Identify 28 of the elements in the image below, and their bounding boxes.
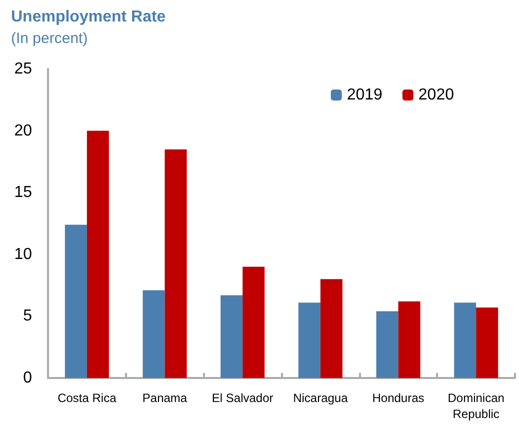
x-tick-label: Panama — [142, 391, 188, 405]
bar — [454, 302, 476, 378]
bar — [398, 301, 420, 378]
bar — [64, 224, 87, 378]
x-tick-label: El Salvador — [212, 391, 274, 405]
y-tick-label: 20 — [14, 122, 32, 140]
x-tick-label: Honduras — [372, 391, 424, 405]
bar — [242, 266, 265, 378]
bar — [298, 302, 320, 378]
x-tick-label: Dominican Republic — [448, 391, 504, 421]
legend-label: 2019 — [346, 86, 383, 104]
chart-subtitle: (In percent) — [11, 30, 88, 47]
bar — [164, 149, 187, 378]
y-tick-label: 10 — [14, 246, 32, 263]
bar — [320, 279, 342, 378]
y-tick-label: 15 — [14, 184, 32, 202]
bar — [376, 311, 398, 378]
legend-label: 2020 — [418, 86, 454, 104]
bar — [220, 295, 243, 378]
y-tick-label: 25 — [14, 60, 32, 78]
bar — [142, 290, 165, 378]
bar — [86, 130, 109, 378]
x-tick-label: Costa Rica — [58, 391, 117, 405]
chart-title: Unemployment Rate — [11, 8, 166, 26]
y-tick-label: 0 — [23, 370, 32, 386]
bar — [476, 308, 498, 378]
y-tick-label: 5 — [23, 308, 32, 325]
x-tick-label: Nicaragua — [293, 391, 348, 405]
